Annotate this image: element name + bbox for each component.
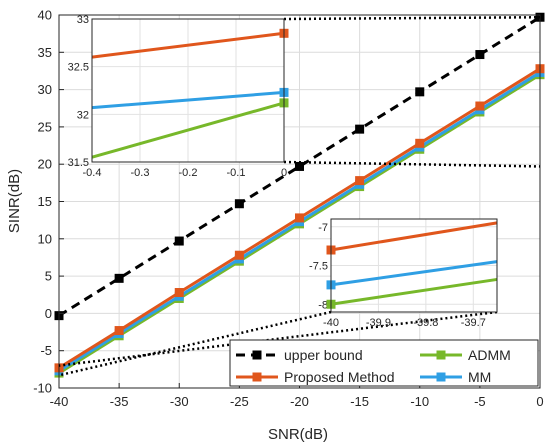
y-tick-label: 15 bbox=[38, 194, 52, 209]
inset-border bbox=[91, 18, 285, 163]
x-tick-label: -35 bbox=[110, 394, 129, 409]
inset-series-line bbox=[91, 31, 285, 59]
y-tick-label: 0 bbox=[45, 306, 52, 321]
data-point bbox=[114, 326, 124, 336]
inset-x-tick-label: -0.1 bbox=[227, 167, 246, 179]
inset-x-tick-label: -39.9 bbox=[366, 317, 391, 329]
y-tick-label: 25 bbox=[38, 119, 52, 134]
inset-series-line bbox=[330, 221, 498, 252]
legend-label: MM bbox=[468, 369, 491, 385]
y-tick-label: 35 bbox=[38, 45, 52, 60]
y-tick-label: 40 bbox=[38, 8, 52, 23]
zoom-insets: -0.4 -0.3 -0.2 -0.1 0 31.5 32 32.5 33 -40 -39.9 -39… bbox=[58, 14, 541, 377]
inset-y-tick-label: 32 bbox=[77, 109, 89, 121]
x-tick-label: -5 bbox=[474, 394, 486, 409]
axes: -40 -35 -30 -25 -20 -15 -10 -5 0 -10 -5 0 5 10 15 20 25 3… bbox=[33, 8, 543, 410]
data-point bbox=[475, 101, 485, 111]
inset-x-tick-label: 0 bbox=[281, 167, 287, 179]
data-point bbox=[415, 138, 425, 148]
x-tick-label: -25 bbox=[230, 394, 249, 409]
data-point bbox=[174, 288, 184, 298]
legend-label: upper bound bbox=[284, 347, 363, 363]
inset-x-tick-label: -39.7 bbox=[461, 317, 486, 329]
y-tick-label: 30 bbox=[38, 82, 52, 97]
legend-entry: ADMM bbox=[420, 347, 511, 363]
legend-label: Proposed Method bbox=[284, 369, 395, 385]
legend-box bbox=[229, 339, 539, 387]
y-axis-label: SINR(dB) bbox=[6, 169, 23, 233]
zoom-inset: -40 -39.9 -39.8 -39.7 -8 -7.5 -7 bbox=[58, 218, 498, 377]
inset-x-tick-label: -40 bbox=[323, 317, 339, 329]
legend-marker bbox=[252, 372, 262, 382]
plot-frame bbox=[58, 14, 541, 389]
data-point bbox=[415, 87, 425, 97]
inset-y-tick-label: 33 bbox=[77, 14, 89, 26]
x-tick-label: 0 bbox=[536, 394, 543, 409]
y-tick-label: 5 bbox=[45, 269, 52, 284]
data-point bbox=[114, 273, 124, 283]
inset-y-tick-label: -7 bbox=[318, 222, 328, 234]
data-point bbox=[295, 161, 304, 171]
y-tick-label: -10 bbox=[33, 381, 52, 396]
inset-y-tick-label: 31.5 bbox=[68, 157, 89, 169]
legend: upper bound Proposed Method ADMM MM bbox=[229, 339, 539, 387]
data-point bbox=[355, 124, 365, 134]
data-point bbox=[475, 50, 485, 60]
zoom-connector bbox=[58, 310, 332, 377]
legend-marker bbox=[436, 372, 446, 382]
zoom-connector bbox=[58, 310, 498, 367]
x-tick-label: -20 bbox=[290, 394, 309, 409]
inset-border bbox=[330, 218, 498, 313]
legend-entry: Proposed Method bbox=[236, 369, 395, 385]
legend-marker bbox=[436, 350, 446, 360]
inset-y-tick-label: -8 bbox=[318, 299, 328, 311]
inset-x-tick-label: -39.8 bbox=[413, 317, 438, 329]
legend-marker bbox=[252, 350, 262, 360]
inset-series-line bbox=[330, 277, 498, 306]
x-tick-label: -10 bbox=[410, 394, 429, 409]
data-point bbox=[174, 236, 184, 246]
inset-series-line bbox=[330, 260, 498, 287]
legend-entry: upper bound bbox=[236, 347, 363, 363]
x-tick-label: -30 bbox=[170, 394, 189, 409]
data-point bbox=[234, 250, 244, 260]
data-point bbox=[295, 213, 304, 223]
data-point bbox=[355, 176, 365, 186]
data-point bbox=[234, 199, 244, 209]
y-tick-label: 20 bbox=[38, 157, 52, 172]
inset-y-tick-label: -7.5 bbox=[309, 261, 328, 273]
inset-x-tick-label: -0.4 bbox=[83, 167, 102, 179]
legend-label: ADMM bbox=[468, 347, 511, 363]
series-line bbox=[58, 15, 541, 317]
zoom-inset: -0.4 -0.3 -0.2 -0.1 0 31.5 32 32.5 33 bbox=[68, 14, 541, 179]
y-tick-label: -5 bbox=[40, 343, 52, 358]
x-axis-label: SNR(dB) bbox=[268, 426, 328, 443]
x-tick-label: -40 bbox=[50, 394, 69, 409]
inset-x-tick-label: -0.3 bbox=[131, 167, 150, 179]
inset-series-line bbox=[91, 90, 285, 110]
inset-series-line bbox=[91, 101, 285, 159]
legend-entry: MM bbox=[420, 369, 491, 385]
inset-x-tick-label: -0.2 bbox=[179, 167, 198, 179]
x-tick-label: -15 bbox=[350, 394, 369, 409]
inset-y-tick-label: 32.5 bbox=[68, 62, 89, 74]
y-tick-label: 10 bbox=[38, 231, 52, 246]
zoom-connector bbox=[283, 15, 541, 21]
